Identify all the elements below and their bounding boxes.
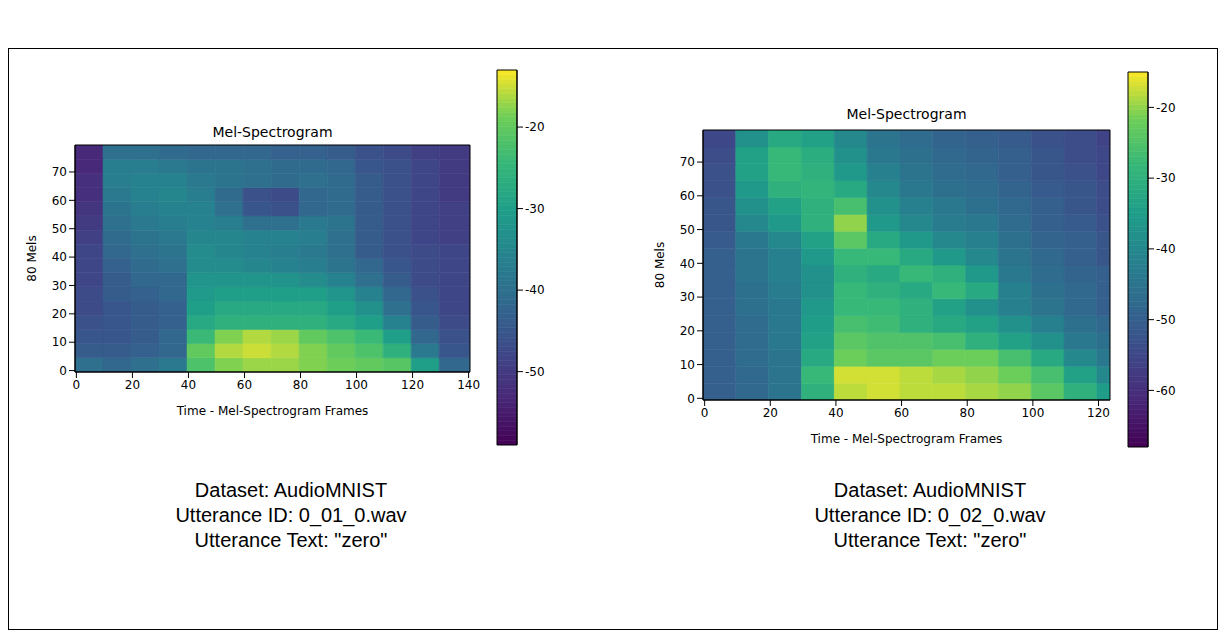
html-text:Utterance Text: "zero": Utterance Text: "zero": [194, 529, 388, 551]
svg-text:40: 40: [52, 250, 67, 264]
svg-text:-40: -40: [1156, 242, 1176, 256]
html-text:Mel-Spectrogram: Mel-Spectrogram: [212, 124, 333, 140]
svg-text:10: 10: [52, 335, 67, 349]
svg-text:80: 80: [293, 378, 308, 392]
svg-text:-30: -30: [525, 202, 545, 216]
svg-text:0: 0: [59, 364, 67, 378]
svg-text:-60: -60: [1156, 384, 1176, 398]
svg-text:60: 60: [680, 189, 695, 203]
svg-text:10: 10: [680, 358, 695, 372]
svg-text:-20: -20: [1156, 101, 1176, 115]
html-text:Utterance Text: "zero": Utterance Text: "zero": [833, 529, 1027, 551]
html-text:Utterance ID: 0_02_0.wav: Utterance ID: 0_02_0.wav: [814, 504, 1046, 526]
svg-text:60: 60: [237, 378, 252, 392]
svg-text:60: 60: [894, 406, 909, 420]
svg-text:30: 30: [52, 279, 67, 293]
svg-text:-40: -40: [525, 283, 545, 297]
svg-text:80 Mels: 80 Mels: [653, 242, 667, 288]
svg-text:50: 50: [52, 222, 67, 236]
svg-text:40: 40: [828, 406, 843, 420]
svg-text:-50: -50: [525, 365, 545, 379]
svg-text:Time - Mel-Spectrogram Frames: Time - Mel-Spectrogram Frames: [810, 432, 1003, 446]
svg-text:120: 120: [401, 378, 424, 392]
svg-text:50: 50: [680, 223, 695, 237]
svg-text:-20: -20: [525, 120, 545, 134]
svg-text:20: 20: [763, 406, 778, 420]
svg-text:-30: -30: [1156, 171, 1176, 185]
svg-text:Time - Mel-Spectrogram Frames: Time - Mel-Spectrogram Frames: [176, 404, 369, 418]
svg-text:20: 20: [52, 307, 67, 321]
svg-text:70: 70: [52, 165, 67, 179]
svg-text:0: 0: [73, 378, 81, 392]
svg-text:140: 140: [457, 378, 480, 392]
svg-text:0: 0: [701, 406, 709, 420]
svg-text:120: 120: [1087, 406, 1110, 420]
svg-text:20: 20: [125, 378, 140, 392]
svg-text:20: 20: [680, 324, 695, 338]
svg-text:0: 0: [687, 392, 695, 406]
svg-text:70: 70: [680, 155, 695, 169]
svg-text:100: 100: [1021, 406, 1044, 420]
html-text:Mel-Spectrogram: Mel-Spectrogram: [846, 106, 967, 122]
svg-text:80: 80: [960, 406, 975, 420]
html-text:Dataset: AudioMNIST: Dataset: AudioMNIST: [194, 479, 388, 501]
svg-text:40: 40: [181, 378, 196, 392]
html-text:Dataset: AudioMNIST: Dataset: AudioMNIST: [833, 479, 1027, 501]
svg-text:-50: -50: [1156, 313, 1176, 327]
svg-text:100: 100: [345, 378, 368, 392]
svg-text:80 Mels: 80 Mels: [25, 235, 39, 281]
svg-text:40: 40: [680, 257, 695, 271]
svg-text:30: 30: [680, 290, 695, 304]
html-text:Utterance ID: 0_01_0.wav: Utterance ID: 0_01_0.wav: [175, 504, 407, 526]
svg-text:60: 60: [52, 194, 67, 208]
